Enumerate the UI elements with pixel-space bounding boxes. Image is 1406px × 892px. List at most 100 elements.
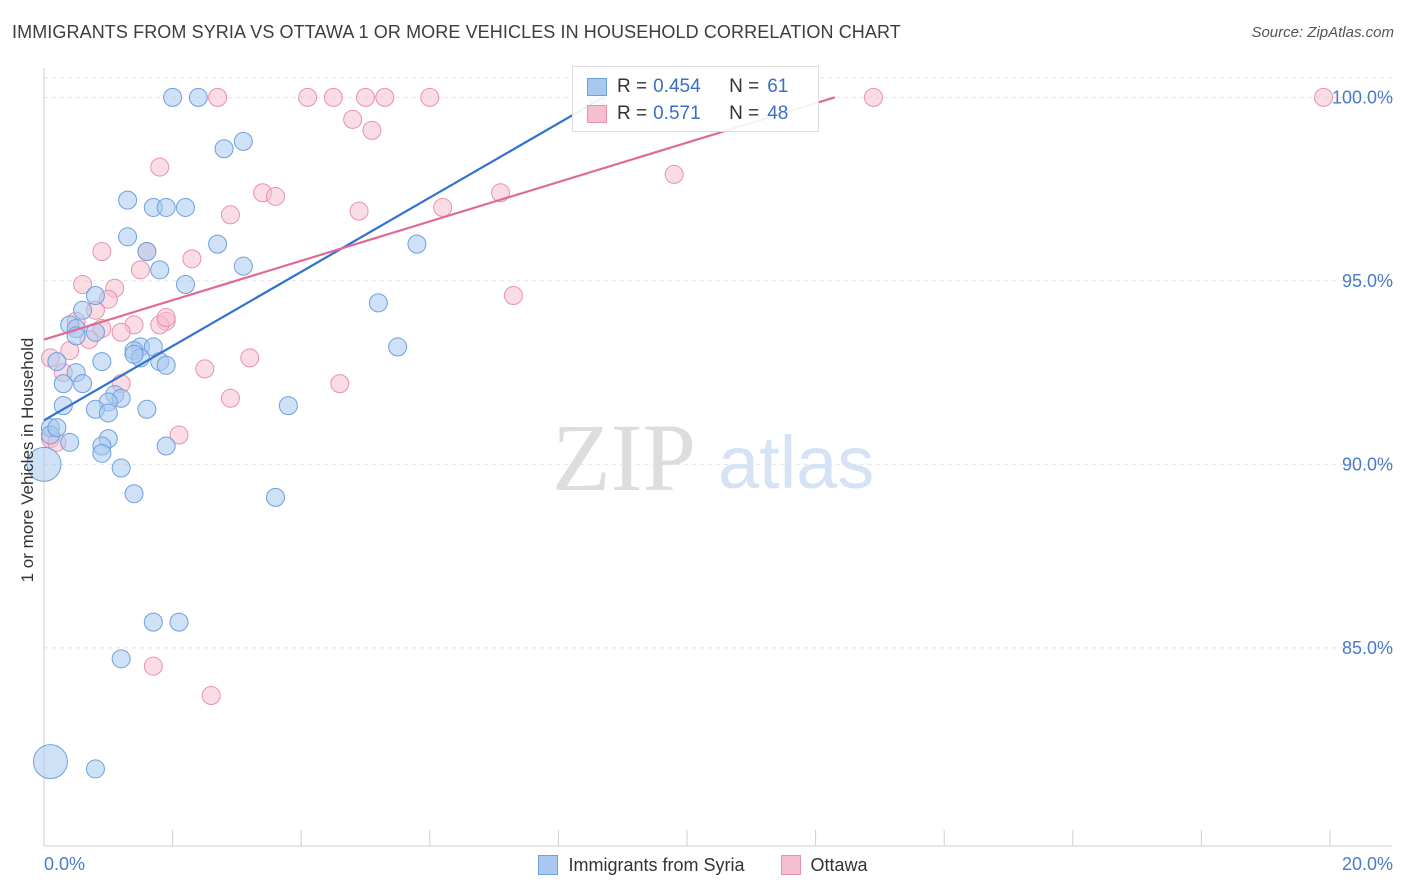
ottawa-point xyxy=(208,87,228,107)
syria-point xyxy=(124,484,144,504)
legend-swatch-ottawa xyxy=(780,855,801,875)
syria-point xyxy=(150,260,170,280)
stats-legend: R = 0.454 N = 61 R = 0.571 N = 48 xyxy=(572,66,819,132)
syria-point xyxy=(233,131,253,151)
ottawa-point xyxy=(343,109,363,129)
syria-point xyxy=(169,612,189,632)
syria-point xyxy=(156,197,176,217)
ottawa-point xyxy=(664,164,684,184)
syria-point xyxy=(137,399,157,419)
ottawa-point xyxy=(349,201,369,221)
y-axis-label: 1 or more Vehicles in Household xyxy=(18,337,37,583)
legend-item-syria[interactable]: Immigrants from Syria xyxy=(538,854,745,876)
legend-n-value: 48 xyxy=(767,103,789,124)
legend-r-value: 0.454 xyxy=(653,76,701,97)
ottawa-trend-line xyxy=(43,96,836,341)
y-tick-label: 100.0% xyxy=(1332,87,1393,107)
ottawa-point xyxy=(130,260,150,280)
syria-point xyxy=(32,744,68,780)
x-tick-label: 0.0% xyxy=(44,854,85,874)
syria-point xyxy=(98,403,118,423)
ottawa-point xyxy=(143,656,163,676)
ottawa-point xyxy=(330,374,350,394)
syria-point xyxy=(26,446,62,482)
tick-labels: 100.0% 95.0% 90.0% 85.0% 0.0% 20.0% xyxy=(44,87,1393,874)
ottawa-point xyxy=(169,425,189,445)
ottawa-point xyxy=(433,197,453,217)
watermark-zip: ZIP xyxy=(552,404,696,511)
y-tick-label: 90.0% xyxy=(1342,454,1393,474)
syria-point xyxy=(407,234,427,254)
syria-point xyxy=(111,649,131,669)
ottawa-point xyxy=(323,87,343,107)
ottawa-point xyxy=(201,686,221,706)
syria-point xyxy=(53,396,73,416)
ottawa-point xyxy=(240,348,260,368)
syria-point xyxy=(388,337,408,357)
ottawa-point xyxy=(298,87,318,107)
ottawa-point xyxy=(863,87,883,107)
syria-point xyxy=(47,418,67,438)
ottawa-point xyxy=(356,87,375,107)
series-legend: Immigrants from Syria Ottawa xyxy=(0,852,1406,878)
syria-point xyxy=(368,293,388,313)
ottawa-point xyxy=(265,186,285,206)
ottawa-point xyxy=(1314,87,1334,107)
syria-point xyxy=(111,458,131,478)
legend-r-value: 0.571 xyxy=(653,103,701,124)
syria-point xyxy=(175,275,195,295)
ottawa-point xyxy=(362,120,382,140)
syria-point xyxy=(278,396,298,416)
legend-swatch-syria xyxy=(538,855,559,875)
ottawa-point xyxy=(220,205,240,225)
syria-point xyxy=(47,352,67,372)
ottawa-point xyxy=(195,359,215,379)
trend-layer xyxy=(43,96,836,422)
syria-trend-line xyxy=(43,96,604,422)
syria-point xyxy=(156,436,176,456)
ottawa-point xyxy=(92,241,112,261)
ottawa-point xyxy=(420,87,440,107)
syria-point xyxy=(233,256,253,276)
legend-n-label: N = xyxy=(729,76,760,97)
syria-point xyxy=(85,759,105,779)
syria-point xyxy=(208,234,228,254)
legend-row-ottawa: R = 0.571 N = 48 xyxy=(587,102,788,126)
ottawa-point xyxy=(375,87,395,107)
syria-point xyxy=(118,190,138,210)
legend-item-ottawa[interactable]: Ottawa xyxy=(780,854,868,876)
syria-point xyxy=(163,87,183,107)
ottawa-point xyxy=(220,388,240,408)
legend-swatch-ottawa xyxy=(587,105,607,123)
legend-label-syria: Immigrants from Syria xyxy=(568,854,745,875)
legend-swatch-syria xyxy=(587,78,607,96)
syria-point xyxy=(137,241,157,261)
ottawa-point xyxy=(503,286,523,306)
y-tick-label: 95.0% xyxy=(1342,271,1393,291)
y-tick-label: 85.0% xyxy=(1342,638,1393,658)
legend-n-label: N = xyxy=(729,103,760,124)
ottawa-point xyxy=(182,249,202,269)
legend-n-value: 61 xyxy=(767,76,789,97)
watermark-atlas: atlas xyxy=(718,421,874,504)
watermark: ZIP atlas xyxy=(552,404,874,511)
legend-r-label: R = xyxy=(617,103,648,124)
syria-point xyxy=(92,352,112,372)
chart-title: IMMIGRANTS FROM SYRIA VS OTTAWA 1 OR MOR… xyxy=(12,22,901,42)
syria-point xyxy=(143,612,163,632)
ottawa-point xyxy=(156,308,176,328)
syria-point xyxy=(53,374,73,394)
legend-label-ottawa: Ottawa xyxy=(810,854,868,875)
syria-point xyxy=(73,374,93,394)
source-label: Source: ZipAtlas.com xyxy=(1251,24,1394,41)
syria-point xyxy=(124,344,144,364)
syria-point xyxy=(60,432,80,452)
syria-points xyxy=(26,87,607,780)
x-tick-label: 20.0% xyxy=(1342,854,1393,874)
ottawa-point xyxy=(150,157,170,177)
ottawa-point xyxy=(73,275,93,295)
syria-point xyxy=(156,355,176,375)
legend-row-syria: R = 0.454 N = 61 xyxy=(587,75,788,99)
legend-r-label: R = xyxy=(617,76,648,97)
